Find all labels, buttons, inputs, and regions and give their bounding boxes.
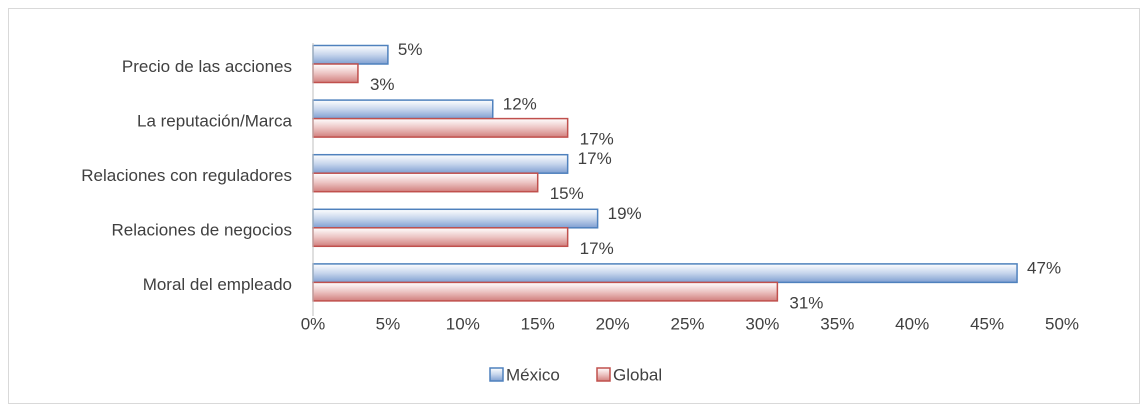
chart-frame <box>8 8 1140 404</box>
bar-global-relaciones-de-negocios <box>312 227 569 248</box>
bar-mexico-moral-del-empleado <box>312 263 1018 284</box>
bar-mexico-la-reputacion-marca <box>312 99 494 120</box>
data-label-mexico-la-reputacion-marca: 12% <box>503 95 537 114</box>
data-label-mexico-relaciones-de-negocios: 19% <box>608 204 642 223</box>
data-label-global-moral-del-empleado: 31% <box>789 293 823 312</box>
data-label-global-relaciones-de-negocios: 17% <box>580 239 614 258</box>
bar-global-relaciones-con-reguladores <box>312 172 539 193</box>
bars <box>312 44 1018 302</box>
x-tick-label-15: 15% <box>521 314 555 333</box>
category-label-precio-de-las-acciones: Precio de las acciones <box>122 57 292 76</box>
data-label-mexico-relaciones-con-reguladores: 17% <box>578 149 612 168</box>
data-label-global-precio-de-las-acciones: 3% <box>370 75 395 94</box>
legend: México Global <box>489 365 662 384</box>
bar-mexico-relaciones-con-reguladores <box>312 153 569 174</box>
x-tick-label-5: 5% <box>376 314 401 333</box>
bar-global-moral-del-empleado <box>312 281 779 302</box>
x-tick-label-0: 0% <box>301 314 326 333</box>
category-label-relaciones-con-reguladores: Relaciones con reguladores <box>81 166 292 185</box>
x-tick-label-45: 45% <box>970 314 1004 333</box>
legend-label-mexico: México <box>506 365 560 384</box>
bar-global-la-reputacion-marca <box>312 117 569 138</box>
category-label-la-reputacion-marca: La reputación/Marca <box>137 111 293 130</box>
x-tick-label-25: 25% <box>670 314 704 333</box>
bar-mexico-relaciones-de-negocios <box>312 208 599 229</box>
x-tick-label-35: 35% <box>820 314 854 333</box>
x-tick-label-20: 20% <box>596 314 630 333</box>
category-label-moral-del-empleado: Moral del empleado <box>143 275 292 294</box>
category-labels: Precio de las acciones La reputación/Marc… <box>81 57 292 294</box>
legend-swatch-global <box>596 367 611 382</box>
data-label-global-relaciones-con-reguladores: 15% <box>550 184 584 203</box>
data-label-mexico-precio-de-las-acciones: 5% <box>398 40 423 59</box>
x-tick-label-50: 50% <box>1045 314 1079 333</box>
legend-label-global: Global <box>613 365 662 384</box>
data-label-mexico-moral-del-empleado: 47% <box>1027 258 1061 277</box>
data-labels: 5%3%12%17%17%15%19%17%47%31% <box>370 40 1061 312</box>
x-tick-labels: 0% 5% 10% 15% 20% 25% 30% 35% 40% 45% 50% <box>301 314 1079 333</box>
x-tick-label-40: 40% <box>895 314 929 333</box>
data-label-global-la-reputacion-marca: 17% <box>580 130 614 149</box>
legend-swatch-mexico <box>489 367 504 382</box>
category-label-relaciones-de-negocios: Relaciones de negocios <box>111 221 292 240</box>
bar-mexico-precio-de-las-acciones <box>312 44 389 65</box>
x-tick-label-10: 10% <box>446 314 480 333</box>
x-tick-label-30: 30% <box>745 314 779 333</box>
bar-global-precio-de-las-acciones <box>312 63 359 84</box>
